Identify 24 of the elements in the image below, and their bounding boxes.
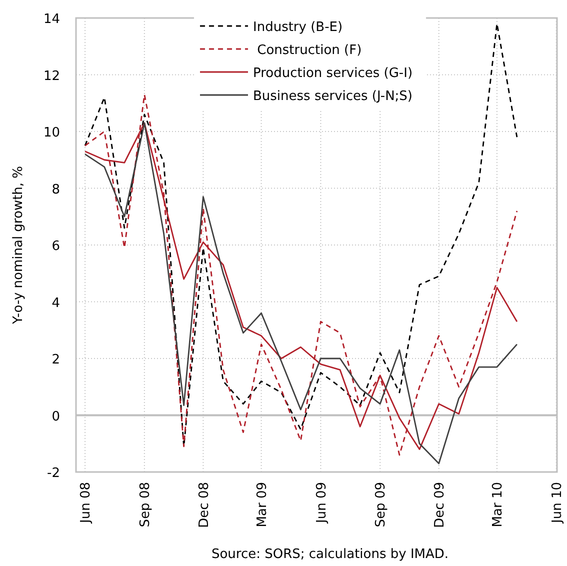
legend-label: Industry (B-E) — [253, 20, 343, 35]
x-tick-label: Mar 09 — [254, 482, 270, 528]
y-tick-label: 6 — [52, 239, 60, 254]
x-tick-label: Dec 09 — [432, 482, 448, 528]
y-tick-label: -2 — [47, 466, 60, 481]
y-tick-label: 0 — [52, 409, 60, 424]
x-tick-label: Sep 09 — [374, 482, 389, 528]
legend-label: Business services (J-N;S) — [253, 89, 412, 104]
y-tick-label: 14 — [43, 12, 60, 27]
y-axis-title: Y-o-y nominal growth, % — [11, 166, 26, 326]
x-tick-label: Mar 10 — [490, 482, 506, 528]
y-tick-label: 10 — [43, 126, 60, 140]
y-tick-label: 2 — [52, 352, 60, 368]
x-tick-label: Jun 09 — [314, 482, 330, 524]
y-tick-label: 4 — [52, 296, 60, 311]
y-tick-label: 12 — [43, 68, 60, 84]
x-tick-label: Jun 10 — [550, 482, 565, 524]
legend-label: Construction (F) — [253, 43, 362, 58]
legend-label: Production services (G-I) — [253, 66, 413, 81]
source-note: Source: SORS; calculations by IMAD. — [211, 547, 449, 562]
y-tick-label: 8 — [52, 182, 60, 198]
x-tick-label: Jun 08 — [78, 482, 94, 524]
x-tick-label: Dec 08 — [196, 482, 212, 528]
x-tick-label: Sep 08 — [138, 482, 153, 528]
